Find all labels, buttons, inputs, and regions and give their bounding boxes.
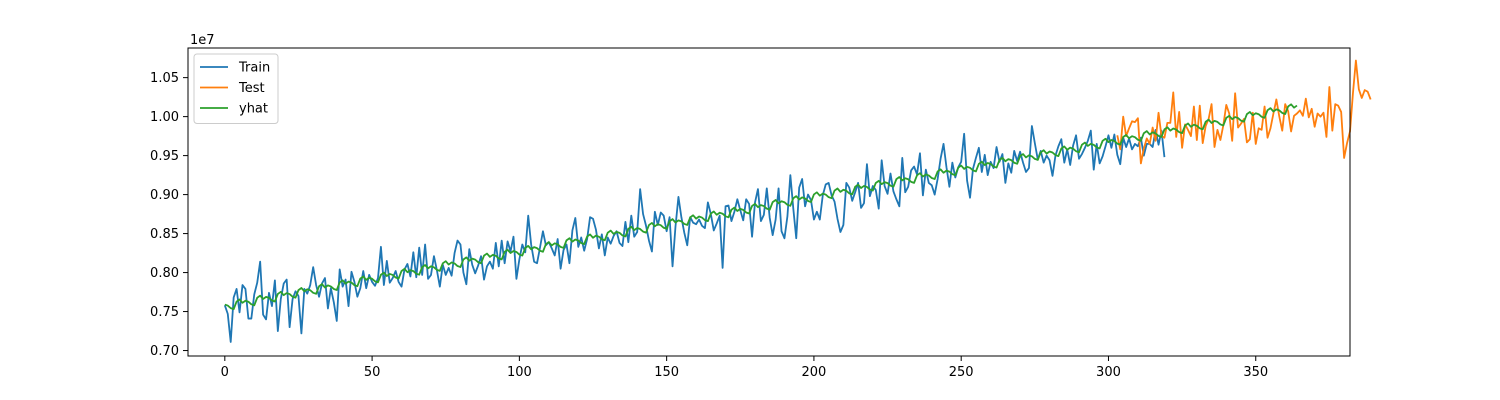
legend-label-test: Test <box>238 81 265 96</box>
series-line-train <box>223 125 1166 343</box>
x-tick-label: 50 <box>364 365 381 380</box>
axes-spines <box>187 47 1351 357</box>
axes-frame <box>187 47 1351 357</box>
x-tick-label: 150 <box>654 365 679 380</box>
x-tick-label: 200 <box>802 365 827 380</box>
y-tick-label: 0.75 <box>150 305 179 320</box>
y-tick-label: 1.05 <box>150 71 179 86</box>
y-tick-label: 1.00 <box>150 110 179 125</box>
y-tick-label: 0.70 <box>150 344 179 359</box>
x-tick-label: 100 <box>507 365 532 380</box>
y-tick-label: 0.85 <box>150 227 179 242</box>
series-line-test <box>1116 59 1372 165</box>
y-tick-label: 0.95 <box>150 149 179 164</box>
x-tick-label: 250 <box>949 365 974 380</box>
x-tick-label: 0 <box>221 365 229 380</box>
x-axis: 0 50 100 150 200 250 300 350 <box>221 356 1268 380</box>
legend-box <box>193 53 279 124</box>
legend-label-train: Train <box>238 61 270 76</box>
series-layer <box>223 59 1372 343</box>
y-axis: 0.70 0.75 0.80 0.85 0.90 0.95 1.00 1.05 <box>150 71 188 359</box>
x-tick-label: 300 <box>1096 365 1121 380</box>
y-tick-label: 0.90 <box>150 188 179 203</box>
legend-label-yhat: yhat <box>239 102 268 117</box>
x-tick-label: 350 <box>1243 365 1268 380</box>
y-tick-label: 0.80 <box>150 266 179 281</box>
series-line-yhat <box>224 103 1298 311</box>
y-offset-label: 1e7 <box>190 33 215 48</box>
legend: Train Test yhat <box>193 53 279 124</box>
